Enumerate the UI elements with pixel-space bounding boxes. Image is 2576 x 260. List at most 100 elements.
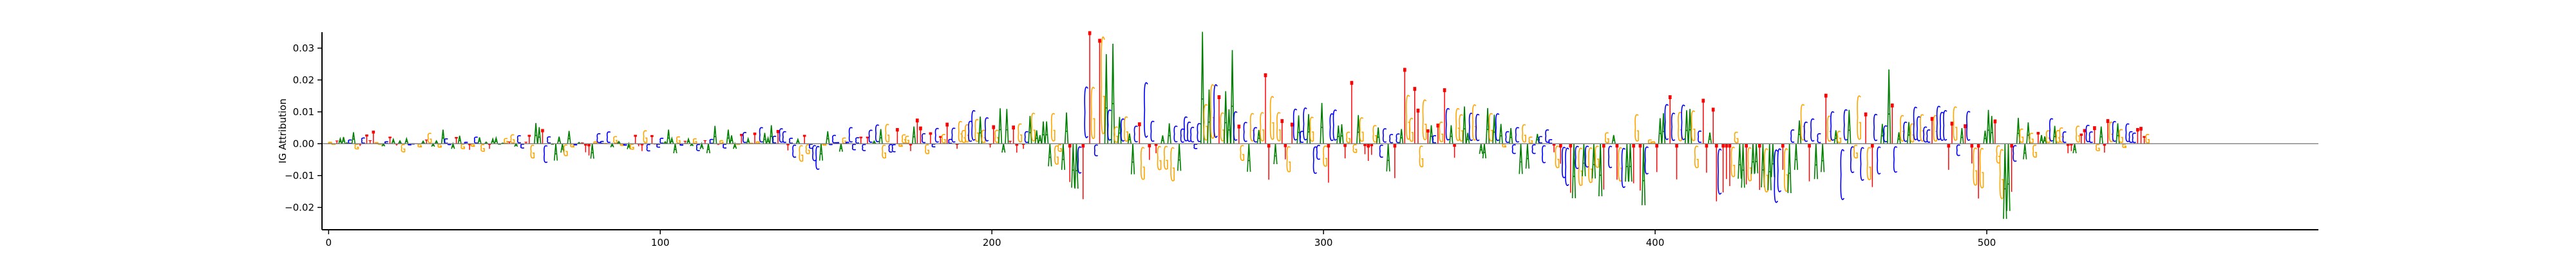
logo-letter-C <box>1330 114 1333 141</box>
logo-letter-C <box>660 138 663 144</box>
logo-letter-T <box>1705 144 1709 172</box>
logo-letter-G <box>1502 144 1506 147</box>
logo-letter-G <box>571 144 574 147</box>
logo-letter-T <box>1267 144 1271 180</box>
logo-letter-A <box>670 138 674 144</box>
logo-letter-A <box>1247 144 1251 172</box>
logo-letter-A <box>405 138 408 144</box>
logo-letter-T <box>1781 144 1785 170</box>
logo-letter-A <box>1105 54 1108 144</box>
logo-letter-T <box>2103 144 2107 153</box>
logo-letter-G <box>1171 147 1174 181</box>
logo-letter-G <box>1980 149 1984 188</box>
logo-letter-C <box>597 134 600 143</box>
logo-letter-G <box>1589 148 1592 183</box>
logo-letter-C <box>2013 145 2016 161</box>
logo-letter-A <box>2073 144 2076 153</box>
logo-letter-C <box>1718 149 1721 194</box>
logo-letter-G <box>2146 135 2149 143</box>
logo-letter-A <box>1881 124 1884 144</box>
logo-letter-A <box>1815 144 1818 179</box>
logo-letter-C <box>773 136 776 143</box>
logo-letter-T <box>1675 144 1678 179</box>
logo-letter-A <box>2043 136 2047 144</box>
logo-letter-A <box>1387 144 1390 171</box>
logo-letter-C <box>1191 127 1194 142</box>
logo-letter-C <box>985 118 989 141</box>
logo-letter-G <box>1934 115 1937 141</box>
logo-letter-C <box>1861 147 1864 180</box>
logo-letter-C <box>1084 87 1088 138</box>
logo-letter-T <box>1864 113 1868 144</box>
logo-letter-C <box>1940 113 1944 141</box>
logo-letter-T <box>1947 144 1951 170</box>
logo-letter-G <box>2076 126 2079 142</box>
logo-letter-T <box>1426 129 1430 144</box>
logo-letter-G <box>1423 100 1426 140</box>
logo-letter-T <box>634 135 637 144</box>
y-tick-label: 0.02 <box>293 74 314 86</box>
logo-letter-T <box>587 144 591 155</box>
y-tick-label: −0.02 <box>285 201 314 213</box>
logo-letter-T <box>1081 144 1084 199</box>
logo-letter-T <box>1553 144 1556 152</box>
logo-letter-G <box>1032 113 1035 141</box>
logo-letter-C <box>2132 133 2136 143</box>
logo-letter-A <box>1798 120 1801 144</box>
logo-letter-C <box>1300 131 1303 142</box>
logo-letter-A <box>2053 126 2056 144</box>
logo-letter-G <box>1489 113 1492 141</box>
y-tick-label: 0.01 <box>293 106 314 118</box>
logo-letter-C <box>1294 109 1297 140</box>
logo-letter-G <box>1828 116 1831 141</box>
logo-letter-A <box>687 139 690 144</box>
logo-letter-C <box>1446 109 1450 140</box>
logo-letter-T <box>1363 144 1367 154</box>
logo-letter-T <box>368 140 372 144</box>
logo-letter-G <box>1310 117 1313 141</box>
logo-letter-C <box>1937 106 1940 140</box>
logo-letter-C <box>1774 150 1777 202</box>
logo-letter-T <box>1394 144 1397 178</box>
logo-letter-C <box>1609 146 1612 167</box>
logo-letter-A <box>458 136 461 144</box>
logo-letter-C <box>1927 130 1930 142</box>
logo-letter-C <box>1078 147 1081 173</box>
logo-letter-T <box>2107 119 2110 144</box>
logo-letter-G <box>1695 146 1698 167</box>
logo-letter-T <box>1238 125 1241 144</box>
logo-letter-C <box>385 142 388 144</box>
logo-letter-A <box>627 144 630 149</box>
logo-letter-T <box>1655 144 1658 172</box>
logo-letter-C <box>793 145 796 158</box>
logo-letter-G <box>982 130 985 142</box>
logo-letter-C <box>710 140 713 144</box>
logo-letter-G <box>1251 113 1254 141</box>
logo-letter-C <box>521 144 524 148</box>
logo-letter-C <box>1254 127 1257 142</box>
logo-letter-A <box>1582 144 1586 176</box>
logo-letter-A <box>2023 144 2027 159</box>
logo-letter-T <box>1022 144 1025 149</box>
logo-letter-G <box>1837 131 1841 142</box>
logo-letter-G <box>1353 145 1356 153</box>
logo-letter-A <box>1685 110 1689 144</box>
logo-letter-G <box>2047 131 2050 142</box>
logo-letter-A <box>1161 135 1164 144</box>
logo-letter-A <box>1463 106 1466 144</box>
logo-letter-C <box>348 140 352 143</box>
logo-letter-C <box>1817 134 1821 143</box>
logo-letter-G <box>1373 125 1376 142</box>
logo-letter-A <box>979 116 982 144</box>
logo-letter-T <box>641 144 644 151</box>
logo-letter-G <box>975 120 978 142</box>
logo-letter-T <box>1745 144 1748 184</box>
logo-letter-G <box>504 138 507 143</box>
logo-letter-G <box>1692 111 1695 140</box>
logo-letter-A <box>1039 135 1042 144</box>
logo-letter-A <box>1357 115 1360 144</box>
logo-letter-C <box>2090 132 2093 142</box>
logo-letter-C <box>1390 135 1393 143</box>
logo-letter-A <box>1629 144 1632 181</box>
